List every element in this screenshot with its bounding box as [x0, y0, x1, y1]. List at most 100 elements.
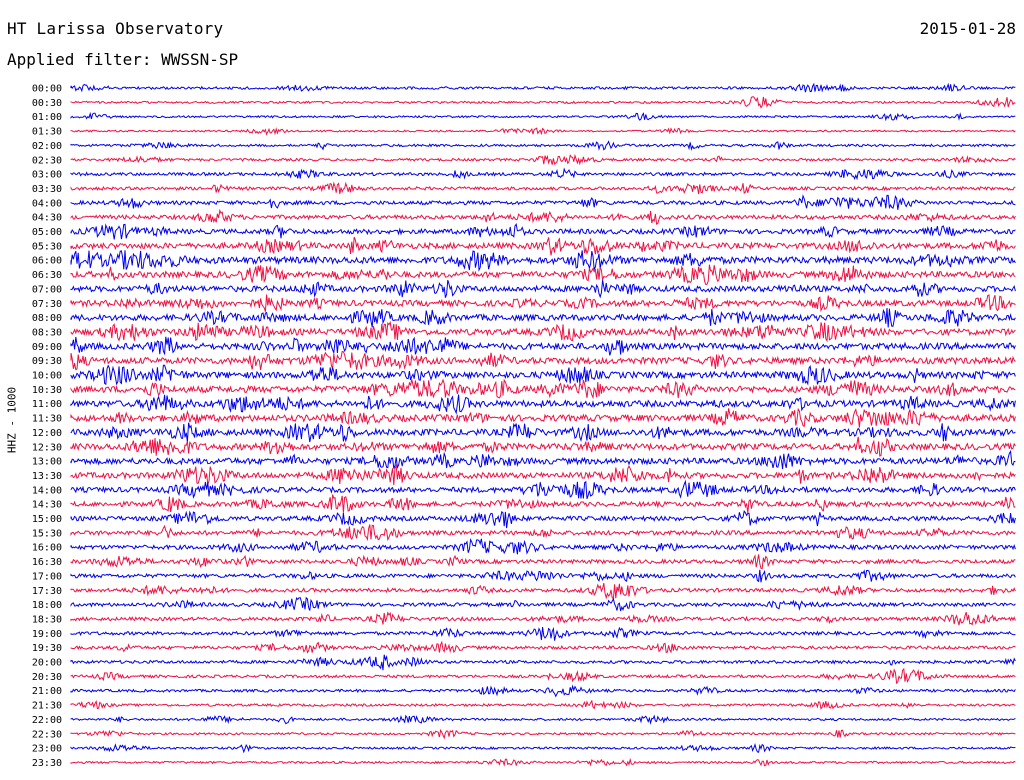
seismic-trace-row [70, 320, 1016, 343]
seismic-trace-row [70, 194, 1016, 210]
seismic-trace-row [70, 569, 1016, 583]
row-time-label: 05:30 [32, 241, 62, 252]
row-time-label: 04:30 [32, 213, 62, 224]
seismic-trace-row [70, 364, 1016, 386]
seismic-trace-row [70, 279, 1016, 299]
row-time-label: 15:00 [32, 514, 62, 525]
seismic-trace-row [70, 510, 1016, 529]
seismic-trace-row [70, 294, 1016, 313]
seismic-trace-row [70, 449, 1016, 470]
row-time-label: 01:30 [32, 127, 62, 138]
row-time-label: 23:30 [32, 758, 62, 769]
seismic-trace-row [70, 422, 1016, 443]
row-time-label: 08:00 [32, 313, 62, 324]
row-time-label: 15:30 [32, 528, 62, 539]
seismic-trace-row [70, 524, 1016, 542]
row-time-label: 18:00 [32, 600, 62, 611]
seismic-trace-row [70, 394, 1016, 415]
seismic-trace-row [70, 96, 1016, 109]
row-time-label: 10:30 [32, 385, 62, 396]
seismic-trace-row [70, 336, 1016, 356]
seismic-trace-row [70, 654, 1016, 671]
seismic-trace-row [70, 743, 1016, 754]
row-time-label: 13:30 [32, 471, 62, 482]
row-time-label: 00:30 [32, 98, 62, 109]
seismic-trace-row [70, 208, 1016, 225]
seismic-trace-row [70, 264, 1016, 286]
row-time-label: 08:30 [32, 327, 62, 338]
seismic-trace-row [70, 167, 1016, 181]
seismic-trace-row [70, 463, 1016, 486]
seismic-trace-row [70, 684, 1016, 698]
seismic-trace-row [70, 350, 1016, 371]
seismic-trace-row [70, 127, 1016, 136]
seismic-trace-row [70, 699, 1016, 710]
seismic-trace-row [70, 140, 1016, 152]
row-time-label: 13:00 [32, 457, 62, 468]
row-time-label: 23:00 [32, 744, 62, 755]
filter-label: Applied filter: WWSSN-SP [7, 50, 239, 69]
row-time-label: 14:30 [32, 500, 62, 511]
seismic-trace-row [70, 181, 1016, 195]
seismic-trace-row [70, 626, 1016, 641]
row-time-label: 21:30 [32, 701, 62, 712]
row-time-label: 00:00 [32, 84, 62, 95]
row-time-label: 16:30 [32, 557, 62, 568]
seismic-trace-row [70, 222, 1016, 240]
row-time-label: 20:00 [32, 658, 62, 669]
row-time-label: 05:00 [32, 227, 62, 238]
row-time-label: 12:00 [32, 428, 62, 439]
seismic-trace-row [70, 307, 1016, 328]
row-time-label: 07:30 [32, 299, 62, 310]
row-time-label: 14:00 [32, 485, 62, 496]
seismic-trace-row [70, 611, 1016, 626]
seismic-trace-row [70, 407, 1016, 428]
seismic-trace-row [70, 111, 1016, 122]
seismic-trace-row [70, 537, 1016, 555]
record-date: 2015-01-28 [919, 19, 1016, 38]
row-time-label: 03:30 [32, 184, 62, 195]
seismic-trace-row [70, 714, 1016, 725]
seismic-trace-row [70, 378, 1016, 400]
row-time-label: 02:30 [32, 155, 62, 166]
row-time-label: 06:00 [32, 256, 62, 267]
row-time-label: 22:00 [32, 715, 62, 726]
station-title: HT Larissa Observatory [7, 19, 224, 38]
seismic-trace-row [70, 436, 1016, 457]
seismic-trace-row [70, 250, 1016, 272]
row-time-label: 07:00 [32, 284, 62, 295]
seismic-trace-row [70, 236, 1016, 256]
row-time-label: 19:00 [32, 629, 62, 640]
row-time-label: 04:00 [32, 198, 62, 209]
row-time-label: 18:30 [32, 614, 62, 625]
seismic-trace-row [70, 757, 1016, 767]
row-time-label: 12:30 [32, 442, 62, 453]
seismic-trace-row [70, 82, 1016, 93]
seismic-trace-row [70, 596, 1016, 612]
row-time-label: 02:00 [32, 141, 62, 152]
seismic-trace-row [70, 667, 1016, 685]
row-time-label: 06:30 [32, 270, 62, 281]
seismic-trace-row [70, 153, 1016, 166]
seismic-trace-row [70, 479, 1016, 499]
row-time-label: 17:30 [32, 586, 62, 597]
seismic-trace-row [70, 554, 1016, 570]
row-time-label: 11:00 [32, 399, 62, 410]
seismic-trace-row [70, 494, 1016, 514]
seismic-trace-row [70, 640, 1016, 654]
row-time-label: 01:00 [32, 112, 62, 123]
row-time-label: 16:00 [32, 543, 62, 554]
row-time-label: 22:30 [32, 729, 62, 740]
row-time-label: 11:30 [32, 414, 62, 425]
row-time-label: 09:30 [32, 356, 62, 367]
seismic-trace-row [70, 728, 1016, 740]
seismic-trace-row [70, 582, 1016, 600]
row-time-label: 03:00 [32, 170, 62, 181]
row-time-label: 09:00 [32, 342, 62, 353]
row-time-label: 21:00 [32, 686, 62, 697]
row-time-label: 17:00 [32, 571, 62, 582]
row-time-label: 20:30 [32, 672, 62, 683]
row-time-label: 10:00 [32, 371, 62, 382]
row-time-label: 19:30 [32, 643, 62, 654]
